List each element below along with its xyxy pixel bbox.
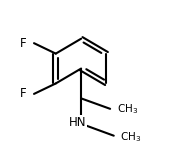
Text: F: F xyxy=(20,87,26,100)
Text: F: F xyxy=(20,37,26,50)
Text: HN: HN xyxy=(69,116,86,129)
Text: CH$_3$: CH$_3$ xyxy=(120,130,141,144)
Text: CH$_3$: CH$_3$ xyxy=(117,103,139,116)
